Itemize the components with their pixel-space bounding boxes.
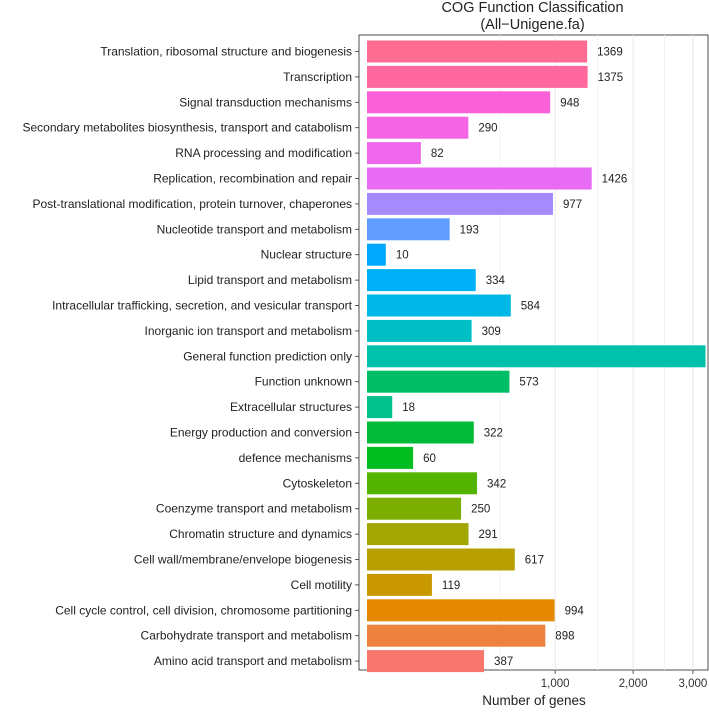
bar [367,599,555,622]
data-label: 193 [460,224,479,236]
chart-title: COG Function Classification [441,0,624,16]
bar [367,497,462,520]
category-label: Extracellular structures [230,400,352,414]
data-label: 309 [482,326,501,338]
data-label: 584 [521,301,541,313]
data-label: 1369 [597,47,623,59]
data-label: 617 [525,555,544,567]
category-label: Secondary metabolites biosynthesis, tran… [22,121,352,135]
data-label: 898 [555,631,574,643]
bar [367,548,515,571]
category-label: Transcription [283,70,352,84]
category-label: Nuclear structure [261,248,353,262]
data-label: 290 [478,123,497,135]
bar [367,345,706,368]
bar [367,472,478,495]
data-label: 1426 [602,174,628,186]
bar [367,167,592,190]
category-label: Function unknown [255,375,352,389]
category-label: Cell motility [291,578,352,592]
bar [367,243,386,266]
bar [367,573,432,596]
category-label: Translation, ribosomal structure and bio… [100,45,352,59]
category-label: Cell cycle control, cell division, chrom… [55,603,352,617]
data-label: 387 [494,656,513,668]
category-label: Nucleotide transport and metabolism [157,222,352,236]
category-label: Carbohydrate transport and metabolism [141,629,352,643]
category-label: Coenzyme transport and metabolism [156,502,352,516]
category-label: Cell wall/membrane/envelope biogenesis [134,553,352,567]
bar [367,650,485,673]
bar [367,91,551,114]
bar [367,396,393,419]
category-label: Replication, recombination and repair [153,172,352,186]
bar [367,523,469,546]
bar [367,624,546,647]
data-label: 60 [423,453,436,465]
data-label: 334 [486,275,506,287]
x-tick-label: 2,000 [619,678,648,690]
category-label: General function prediction only [183,349,352,363]
bar [367,319,472,342]
data-label: 250 [471,504,490,516]
bar [367,192,553,215]
bar [367,294,511,317]
category-label: Amino acid transport and metabolism [154,654,352,668]
x-tick-label: 1,000 [541,678,570,690]
data-label: 119 [442,580,460,592]
bar [367,40,588,63]
data-label: 573 [519,377,538,389]
data-label: 948 [560,97,579,109]
data-label: 342 [487,478,506,490]
category-label: Post-translational modification, protein… [32,197,352,211]
x-axis-label: Number of genes [482,693,586,708]
data-label: 1375 [598,72,624,84]
data-label: 322 [484,428,503,440]
category-label: Inorganic ion transport and metabolism [145,324,352,338]
data-label: 977 [563,199,582,211]
category-label: RNA processing and modification [175,146,352,160]
x-tick-label: 3,000 [679,678,708,690]
chart-subtitle: (All−Unigene.fa) [480,17,585,33]
bar [367,65,588,88]
category-label: Lipid transport and metabolism [188,273,352,287]
data-label: 994 [565,605,585,617]
category-label: Intracellular trafficking, secretion, an… [52,299,353,313]
category-label: Signal transduction mechanisms [179,95,352,109]
bar [367,370,510,393]
data-label: 18 [402,402,415,414]
bar [367,446,414,469]
bar [367,142,421,165]
data-label: 291 [478,529,497,541]
bar [367,116,469,139]
bar [367,421,474,444]
data-label: 82 [431,148,444,160]
bar [367,269,476,292]
category-label: Cytoskeleton [283,476,352,490]
bar [367,218,450,241]
category-label: defence mechanisms [239,451,352,465]
bars [367,40,706,673]
category-label: Energy production and conversion [170,426,352,440]
category-label: Chromatin structure and dynamics [169,527,352,541]
data-label: 10 [396,250,409,262]
